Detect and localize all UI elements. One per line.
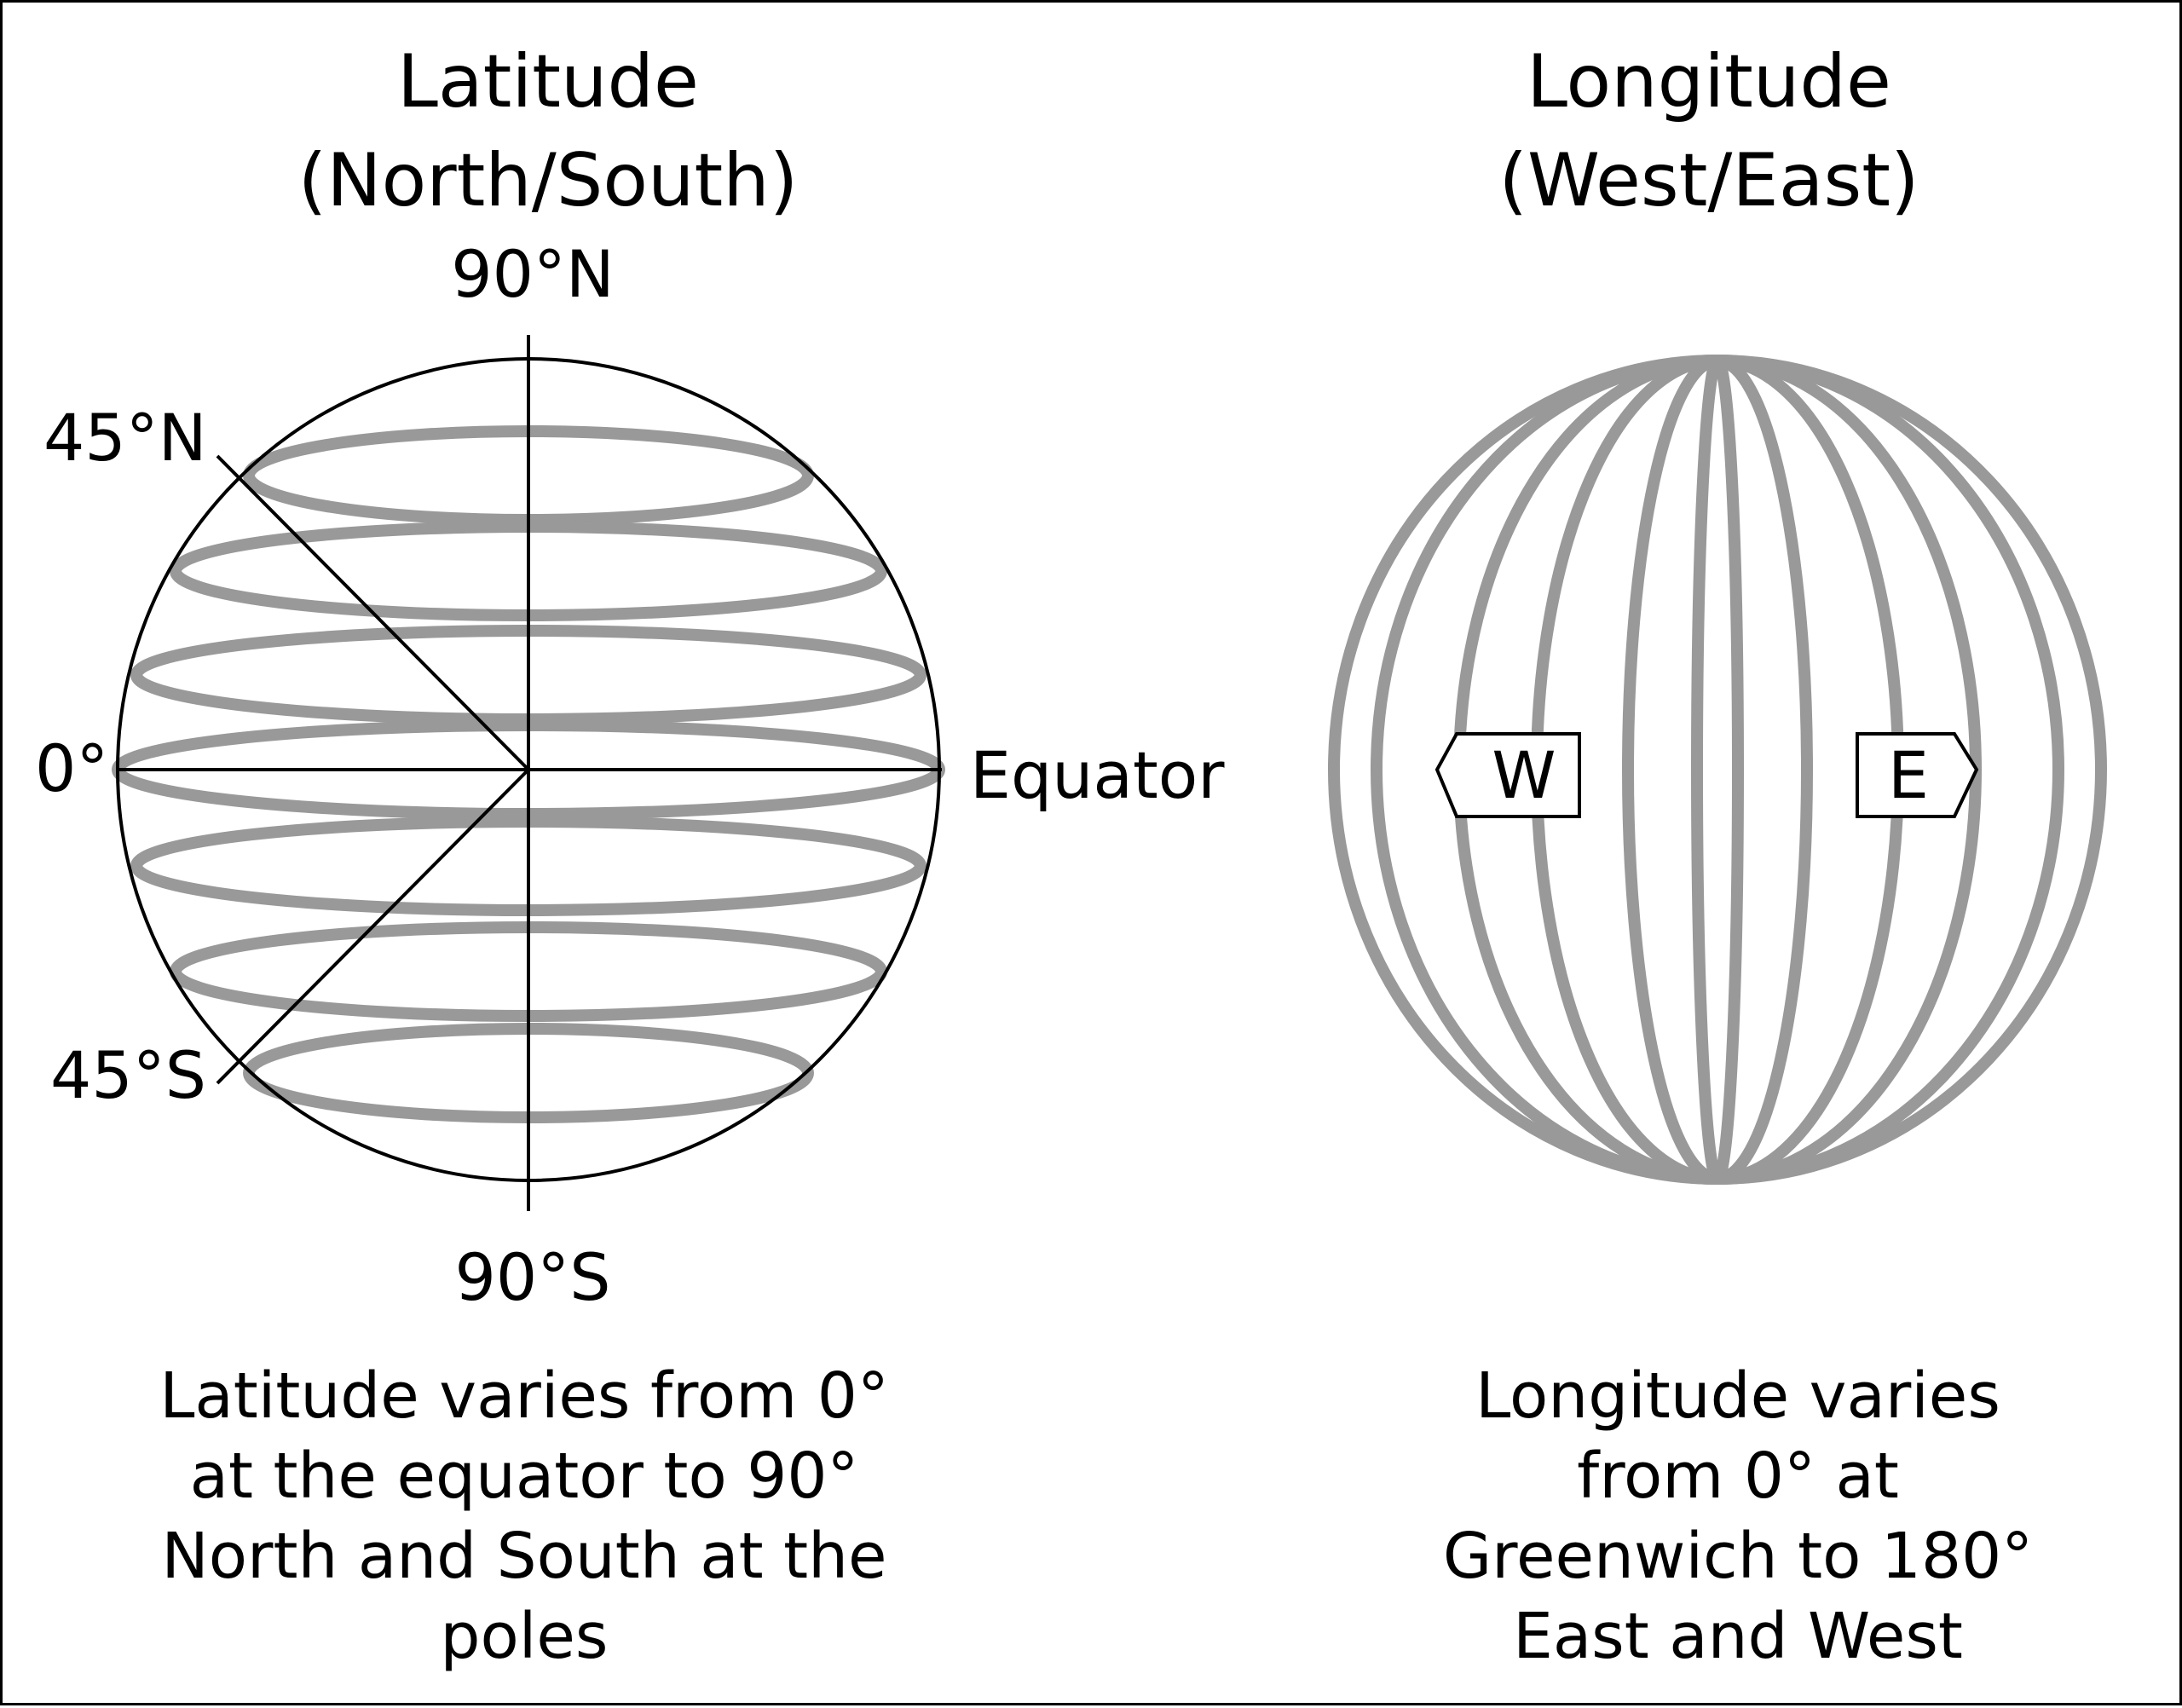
longitude-caption-line: Longitude varies [1475,1359,2000,1433]
latitude-caption-line: poles [441,1600,609,1673]
meridian-line [1622,355,1813,1185]
meridian-line [1531,355,1904,1185]
latitude-caption: Latitude varies from 0° at the equator t… [159,1359,889,1673]
east-tag-label: E [1888,737,1929,813]
latitude-title-line2: (North/South) [298,138,799,223]
longitude-caption-line: from 0° at [1577,1440,1899,1513]
prime-meridian-line [1691,355,1744,1185]
north-pole-label: 90°N [451,236,615,312]
west-tag-label: W [1492,737,1556,813]
latitude-panel: Latitude (North/South) 90°N 45°N 0° 45°S… [35,39,1225,1673]
south-pole-label: 90°S [455,1239,611,1315]
east-direction-tag: E [1856,732,1979,818]
longitude-caption-line: Greenwich to 180° [1443,1520,2033,1593]
latitude-45s-label: 45°S [50,1037,206,1113]
longitude-caption: Longitude varies from 0° at Greenwich to… [1443,1359,2033,1673]
longitude-title-line2: (West/East) [1498,138,1919,223]
longitude-panel: Longitude (West/East) W E Longitude vari… [1328,39,2107,1673]
latitude-title-line1: Latitude [397,39,699,124]
latitude-45n-label: 45°N [43,400,207,476]
equator-label: Equator [970,737,1225,813]
latitude-45s-line [216,768,530,1085]
latitude-longitude-diagram: Latitude (North/South) 90°N 45°N 0° 45°S… [35,39,2107,1673]
longitude-title-line1: Longitude [1527,39,1891,124]
latitude-caption-line: North and South at the [161,1520,886,1593]
west-direction-tag: W [1434,732,1581,818]
longitude-caption-line: East and West [1513,1600,1963,1673]
latitude-caption-line: Latitude varies from 0° [159,1359,889,1433]
west-arrow-shape [1434,732,1581,818]
east-arrow-shape [1856,732,1979,818]
latitude-caption-line: at the equator to 90° [190,1440,859,1513]
latitude-zero-label: 0° [35,730,108,806]
latitude-45n-line [216,454,530,771]
